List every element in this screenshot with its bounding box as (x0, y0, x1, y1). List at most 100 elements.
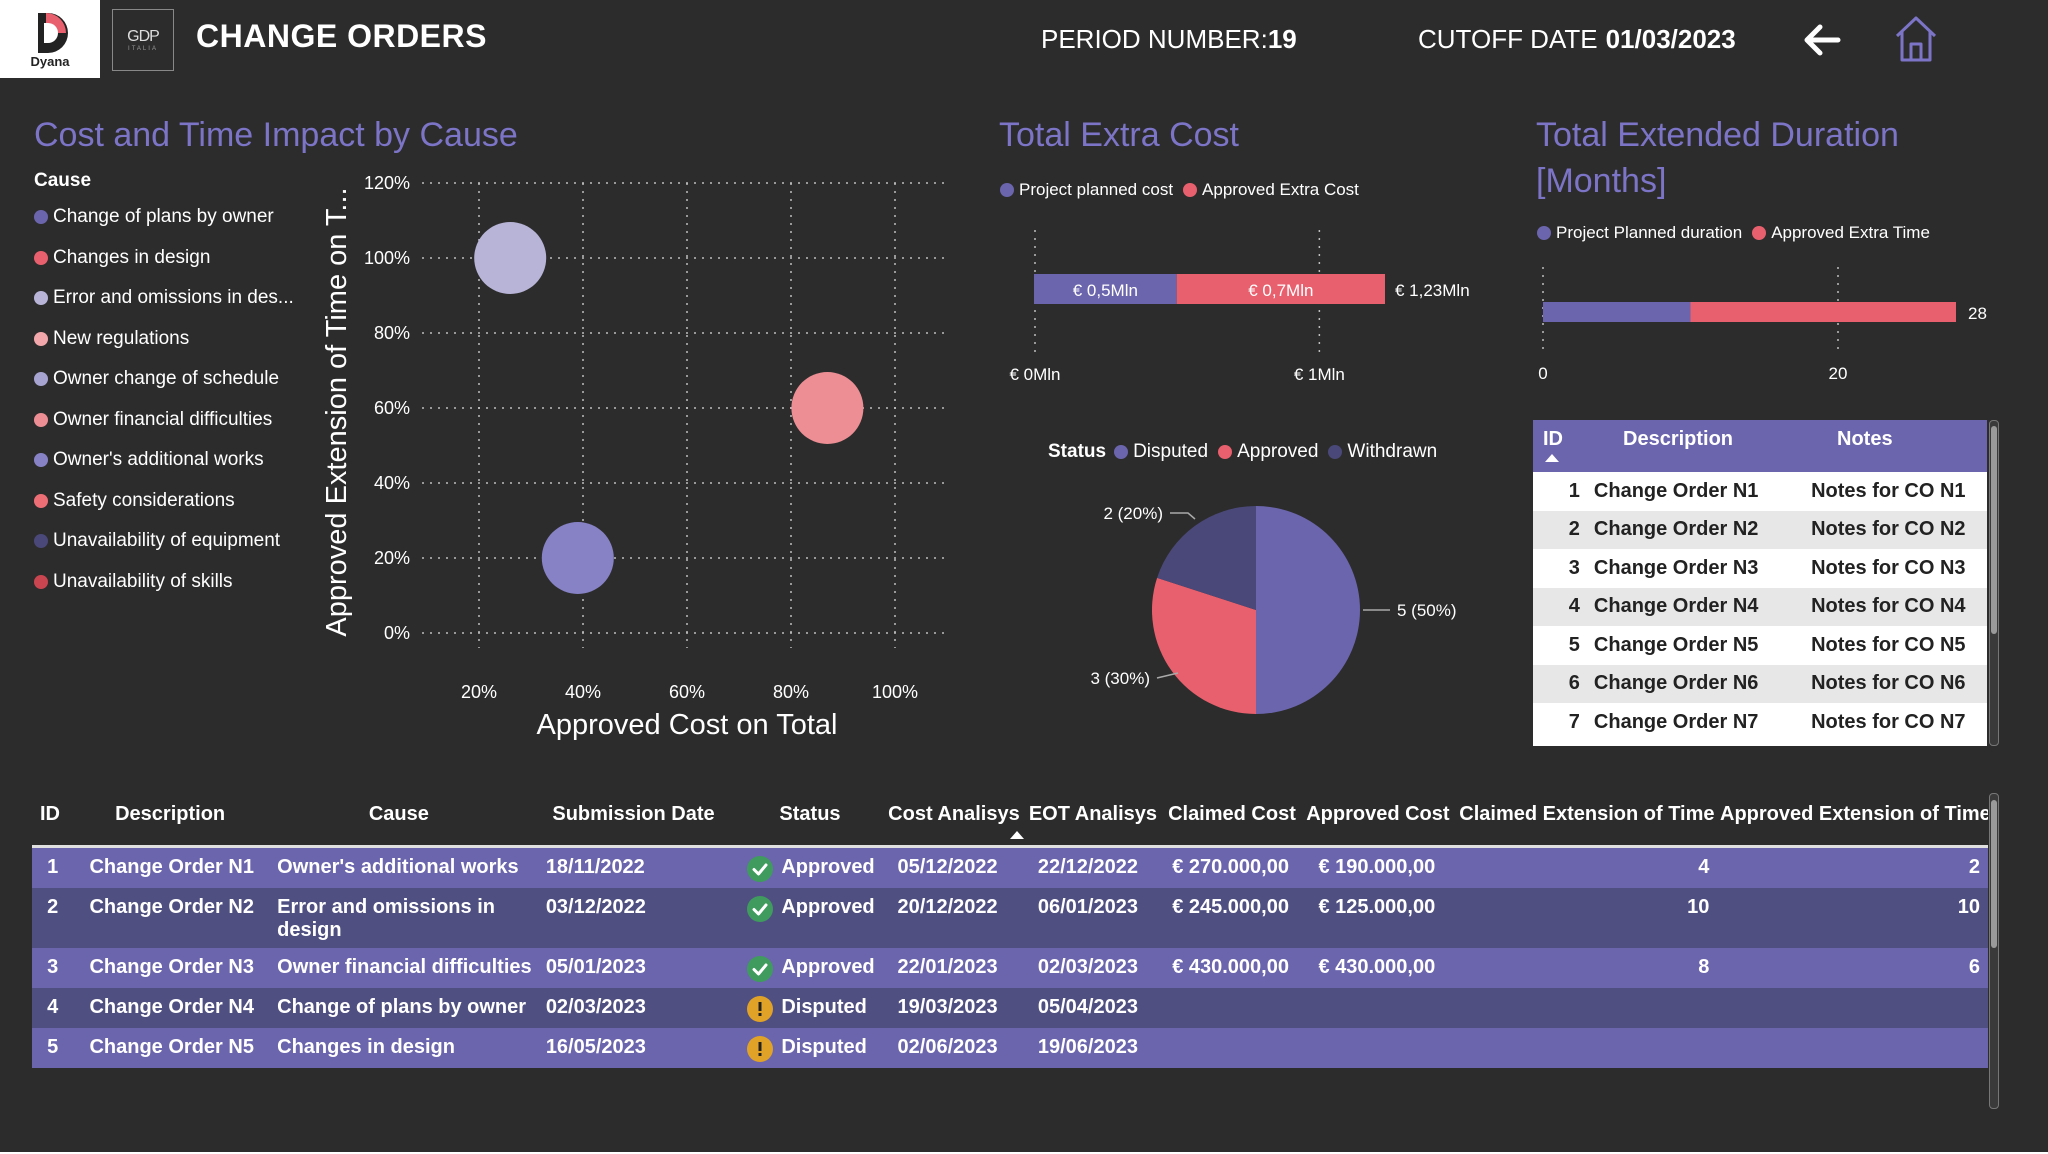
notes-cell: Notes for CO N4 (1811, 595, 1966, 618)
column-header[interactable]: Cost Analisys (888, 803, 1020, 825)
bar-extra-cost[interactable] (1176, 274, 1385, 304)
column-header[interactable]: ID (40, 803, 60, 825)
change-orders-table: ID Description Cause Submission Date Status C… (32, 793, 1988, 1109)
column-header[interactable]: EOT Analisys (1028, 803, 1158, 825)
cause-label: Safety considerations (53, 489, 235, 511)
bubble-point[interactable] (474, 222, 547, 294)
legend-dot-withdrawn (1328, 445, 1343, 459)
pie-slice-disputed[interactable] (1256, 506, 1360, 714)
table-cell (1304, 1028, 1456, 1068)
table-cell: Change Order N5 (89, 1036, 254, 1058)
notes-table-row[interactable]: 5 Change Order N5 Notes for CO N5 (1533, 626, 1987, 665)
table-scrollbar-thumb[interactable] (1991, 800, 1997, 948)
table-cell: Owner financial difficulties (277, 956, 532, 978)
cause-legend-item[interactable]: New regulations (34, 328, 189, 350)
table-cell: 22/01/2023 (897, 956, 998, 978)
notes-col-description[interactable]: Description (1623, 428, 1734, 450)
notes-scrollbar-thumb[interactable] (1991, 426, 1997, 634)
table-row[interactable]: 3 Change Order N3 Owner financial difficul… (32, 948, 1988, 988)
notes-cell: Change Order N1 (1593, 479, 1759, 502)
notes-table-row[interactable]: 3 Change Order N3 Notes for CO N3 (1533, 549, 1987, 588)
column-header[interactable]: Claimed Extension of Time (1459, 803, 1715, 825)
legend-extra-cost: Approved Extra Cost (1202, 180, 1359, 199)
partner-logo-subtext: ITALIA (128, 46, 158, 52)
cause-legend-item[interactable]: Unavailability of equipment (34, 530, 280, 552)
status-legend: Status Disputed Approved Withdrawn (1048, 441, 1437, 463)
check-circle-icon (747, 896, 774, 922)
legend-dot (34, 574, 48, 589)
bubble-point[interactable] (541, 522, 614, 594)
pie-leader-line (1170, 512, 1196, 520)
table-cell: 4 (47, 996, 59, 1018)
pie-slice-withdrawn[interactable] (1157, 506, 1256, 610)
notes-table-row[interactable]: 4 Change Order N4 Notes for CO N4 (1533, 587, 1987, 626)
column-header[interactable]: Cause (368, 803, 429, 825)
status-cell: Disputed (737, 988, 885, 1028)
table-cell: 5 (47, 1036, 59, 1058)
bar-planned-duration[interactable] (1543, 302, 1691, 322)
status-label: Approved (781, 856, 875, 878)
table-cell: 02/03/2023 (545, 996, 646, 1018)
column-header[interactable]: Description (115, 803, 226, 825)
back-button[interactable] (1800, 18, 1844, 62)
bar-total-label: 28 (1968, 304, 1987, 323)
cause-label: Owner's additional works (53, 449, 264, 470)
legend-dot-extra-cost (1183, 183, 1198, 197)
pie-label-approved: 3 (30%) (1090, 669, 1150, 688)
x-tick-label: 60% (669, 682, 705, 702)
status-cell: Approved (737, 848, 885, 888)
y-axis-label: Approved Extension of Time on T... (321, 187, 353, 636)
legend-dot (34, 493, 48, 508)
table-row[interactable]: 2 Change Order N2 Error and omissions in d… (32, 888, 1988, 948)
cause-legend-item[interactable]: Changes in design (34, 247, 210, 269)
notes-col-notes[interactable]: Notes (1837, 428, 1893, 450)
column-header[interactable]: Approved Cost (1306, 803, 1450, 825)
notes-table-body: 1 Change Order N1 Notes for CO N1 2 Change O… (1533, 472, 1987, 742)
bar-planned-cost-label: € 0,5Mln (1073, 281, 1138, 300)
column-header[interactable]: Submission Date (552, 803, 715, 825)
notes-table-row[interactable]: 6 Change Order N6 Notes for CO N6 (1533, 664, 1987, 703)
bubble-chart: 20% 40% 60% 80% 100% 0% 20% 40% 60% 80% 100% 120% Ap… (321, 173, 947, 741)
column-header[interactable]: Claimed Cost (1168, 803, 1296, 825)
home-button[interactable] (1893, 14, 1939, 64)
cause-legend-item[interactable]: Safety considerations (34, 490, 235, 512)
table-row[interactable]: 4 Change Order N4 Change of plans by owner… (32, 988, 1988, 1028)
page-title: CHANGE ORDERS (196, 18, 487, 54)
table-row[interactable]: 5 Change Order N5 Changes in design 16/05/2… (32, 1028, 1988, 1068)
bar-extra-time[interactable] (1690, 302, 1957, 322)
table-scrollbar[interactable] (1989, 793, 1999, 1109)
cause-legend-item[interactable]: Owner change of schedule (34, 368, 279, 390)
cause-legend-item[interactable]: Change of plans by owner (34, 206, 274, 228)
notes-table-header: ID Description Notes (1533, 420, 1987, 472)
cause-legend-item[interactable]: Error and omissions in des... (34, 287, 294, 309)
bar-planned-cost[interactable] (1034, 274, 1177, 304)
legend-dot-planned-duration (1537, 226, 1551, 240)
table-cell: 18/11/2022 (545, 856, 645, 878)
bubble-point[interactable] (791, 372, 864, 444)
partner-logo: GDP ITALIA (112, 9, 174, 71)
cause-legend-item[interactable]: Owner financial difficulties (34, 409, 272, 431)
notes-cell: 7 (1568, 710, 1580, 733)
arrow-left-icon (1804, 24, 1841, 56)
column-header[interactable]: Approved Extension of Time (1720, 803, 1988, 825)
cause-legend-item[interactable]: Owner's additional works (34, 449, 264, 471)
legend-dot-extra-time (1752, 226, 1767, 240)
table-cell (1457, 988, 1724, 1028)
legend-dot (34, 331, 48, 346)
x-tick-label: 80% (773, 682, 809, 702)
notes-col-id[interactable]: ID (1533, 420, 1599, 472)
status-label: Disputed (781, 1036, 867, 1058)
notes-table-row[interactable]: 7 Change Order N7 Notes for CO N7 (1533, 703, 1987, 742)
bar-extra-cost-label: € 0,7Mln (1248, 281, 1313, 300)
notes-table-row[interactable]: 1 Change Order N1 Notes for CO N1 (1533, 472, 1987, 511)
table-cell: 02/06/2023 (897, 1036, 998, 1058)
column-header[interactable]: Status (779, 803, 841, 825)
pie-slice-approved[interactable] (1152, 577, 1256, 714)
cause-legend-item[interactable]: Unavailability of skills (34, 571, 233, 593)
pie-label-withdrawn: 2 (20%) (1103, 504, 1163, 523)
notes-cell: 2 (1568, 518, 1580, 541)
table-row[interactable]: 1 Change Order N1 Owner's additional works… (32, 848, 1988, 888)
legend-dot (34, 250, 48, 265)
notes-table-row[interactable]: 2 Change Order N2 Notes for CO N2 (1533, 510, 1987, 549)
notes-cell: 6 (1568, 672, 1580, 695)
